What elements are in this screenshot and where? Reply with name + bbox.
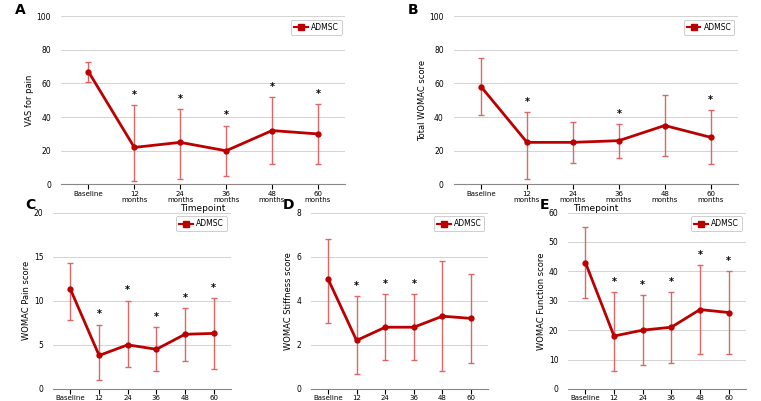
Y-axis label: Total WOMAC score: Total WOMAC score [418, 60, 427, 141]
Text: *: * [315, 89, 320, 99]
Text: E: E [540, 198, 549, 213]
Legend: ADMSC: ADMSC [434, 217, 485, 231]
Text: *: * [524, 97, 530, 107]
Text: *: * [178, 93, 183, 103]
Text: *: * [383, 279, 387, 289]
Text: C: C [25, 198, 35, 213]
Legend: ADMSC: ADMSC [177, 217, 227, 231]
Text: *: * [224, 110, 228, 120]
Text: *: * [354, 281, 359, 291]
Text: *: * [211, 283, 216, 293]
Text: B: B [408, 2, 419, 16]
Text: A: A [15, 2, 26, 16]
Y-axis label: WOMAC Pain score: WOMAC Pain score [22, 261, 31, 340]
Text: *: * [132, 90, 137, 100]
Y-axis label: WOMAC Function score: WOMAC Function score [537, 252, 546, 350]
Text: D: D [282, 198, 294, 213]
Legend: ADMSC: ADMSC [691, 217, 742, 231]
Legend: ADMSC: ADMSC [291, 20, 342, 35]
Legend: ADMSC: ADMSC [683, 20, 734, 35]
Text: *: * [640, 279, 645, 290]
Text: *: * [269, 82, 275, 92]
Text: *: * [708, 95, 713, 105]
Text: *: * [697, 250, 702, 260]
X-axis label: Timepoint: Timepoint [573, 204, 619, 213]
Text: *: * [412, 279, 416, 289]
Y-axis label: VAS for pain: VAS for pain [25, 75, 34, 126]
Text: *: * [126, 286, 130, 296]
Text: *: * [97, 309, 102, 319]
Text: *: * [183, 292, 187, 302]
X-axis label: Timepoint: Timepoint [180, 204, 226, 213]
Text: *: * [616, 109, 621, 119]
Text: *: * [726, 256, 731, 266]
Text: *: * [154, 312, 159, 322]
Text: *: * [669, 277, 673, 287]
Text: *: * [612, 277, 616, 287]
Y-axis label: WOMAC Stiffness score: WOMAC Stiffness score [285, 252, 294, 350]
